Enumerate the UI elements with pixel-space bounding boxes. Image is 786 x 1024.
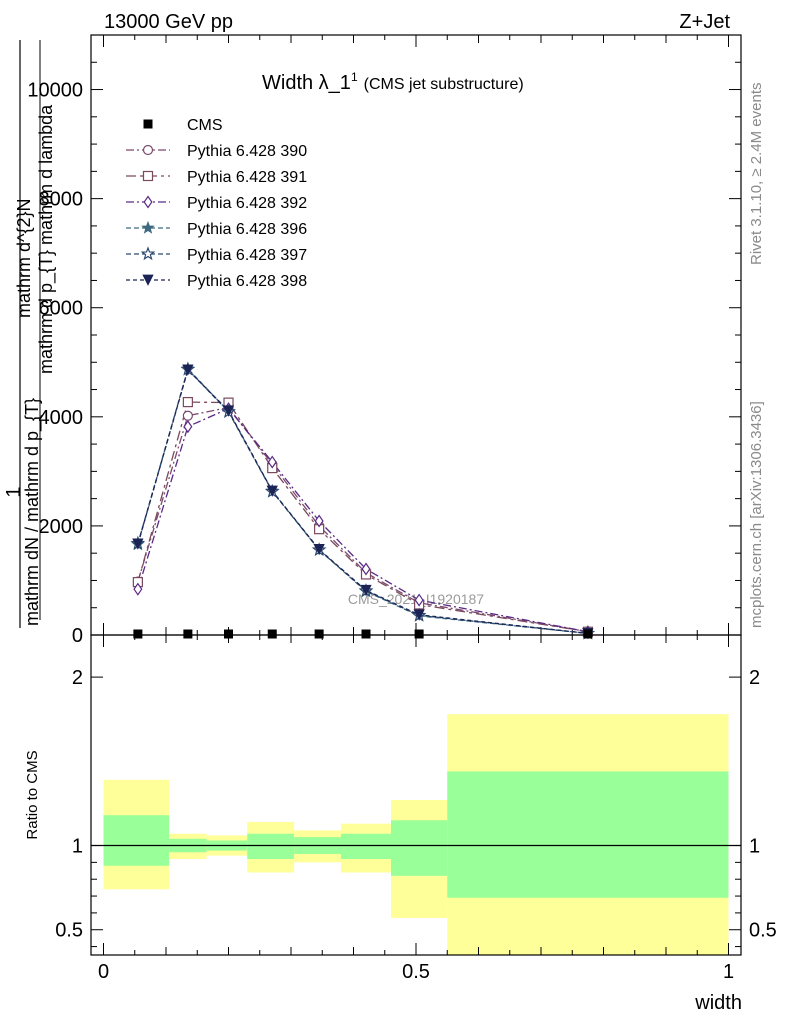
series-line-0: [137, 406, 589, 633]
svg-text:Width λ_11(CMS jet substructur: Width λ_11 (CMS jet substructure): [262, 70, 524, 94]
series-2-point-0: [133, 582, 143, 596]
legend-label-3: Pythia 6.428 392: [187, 195, 307, 212]
cms-data-point-6: [414, 629, 424, 639]
legend-marker-0: [143, 119, 153, 129]
y-label-numerator: mathrm d^{2}N: [14, 199, 34, 319]
ratio-inner-band-5: [341, 833, 391, 859]
legend-marker-4: [141, 220, 155, 234]
mcplots-source-label: mcplots.cern.ch [arXiv:1306.3436]: [748, 401, 765, 628]
legend-label-4: Pythia 6.428 396: [187, 221, 307, 238]
legend: CMS Pythia 6.428 390 Pythia 6.428 391 Pythi…: [126, 117, 307, 290]
x-axis-label: width: [694, 992, 742, 1014]
cms-data-point-7: [583, 629, 593, 639]
legend-marker-6: [142, 274, 154, 286]
series-2-point-3: [267, 455, 277, 469]
ratio-y-tick-label-right: 2: [749, 667, 760, 689]
y-label-denominator: mathrm d p_{T} mathrm d lambda: [36, 104, 57, 374]
series-2-point-4: [314, 514, 324, 528]
cms-data-point-0: [133, 629, 143, 639]
x-tick-label: 0: [98, 961, 109, 983]
rivet-version-label: Rivet 3.1.10, ≥ 2.4M events: [748, 83, 765, 266]
legend-label-2: Pythia 6.428 391: [187, 169, 307, 186]
x-tick-label: 0.5: [402, 961, 430, 983]
main-y-tick-label: 0: [72, 625, 83, 647]
y-label-prefix-denominator: mathrm dN / mathrm d p_{T}: [22, 398, 43, 626]
legend-label-6: Pythia 6.428 398: [187, 273, 307, 290]
series-line-2: [137, 407, 589, 633]
legend-marker-3: [143, 195, 153, 209]
main-series-layer: [130, 361, 596, 640]
series-5-point-6: [413, 609, 425, 621]
ratio-axes: 0.5 0.5 1 1 2 2 0 0.5 1: [55, 634, 777, 983]
header-process-label: Z+Jet: [679, 11, 730, 33]
legend-label-1: Pythia 6.428 390: [187, 143, 307, 160]
main-axes: 0 2000 4000 6000 8000 10000: [27, 34, 742, 647]
cms-data-point-4: [314, 629, 324, 639]
legend-label-5: Pythia 6.428 397: [187, 247, 307, 264]
main-plot-title-subtitle: (CMS jet substructure): [364, 76, 524, 93]
series-2-point-6: [414, 593, 424, 607]
ratio-y-axis-label: Ratio to CMS: [24, 750, 41, 839]
main-plot-title-text: Width λ_1: [262, 72, 351, 94]
main-plot-title-superscript: 1: [351, 70, 358, 84]
series-5-point-4: [313, 543, 325, 556]
ratio-inner-band-3: [247, 833, 295, 859]
ratio-y-tick-label: 0.5: [55, 920, 83, 942]
ratio-bands-layer: [91, 714, 741, 955]
ratio-y-tick-label-right: 1: [749, 836, 760, 858]
cms-data-point-5: [361, 629, 371, 639]
main-y-tick-label: 6000: [39, 298, 84, 320]
cms-data-point-1: [183, 629, 193, 639]
ratio-inner-band-6: [391, 820, 448, 876]
ratio-y-tick-label: 1: [72, 836, 83, 858]
series-1-point-1: [182, 396, 193, 408]
series-0-point-1: [182, 410, 193, 421]
series-2-point-1: [183, 420, 193, 434]
series-5-point-3: [266, 485, 278, 497]
main-y-tick-label: 10000: [27, 80, 83, 102]
legend-label-0: CMS: [187, 117, 223, 134]
y-label-prefix: 1: [3, 486, 25, 497]
ratio-inner-band-0: [103, 815, 170, 866]
series-line-1: [137, 401, 589, 633]
series-5-point-0: [132, 538, 144, 550]
main-y-tick-label: 4000: [39, 407, 84, 429]
x-tick-label: 1: [723, 961, 734, 983]
series-5-point-1: [182, 364, 194, 376]
ratio-y-tick-label-right: 0.5: [749, 920, 777, 942]
series-line-5: [137, 368, 588, 635]
cms-data-point-2: [224, 629, 233, 639]
ratio-inner-band-7: [447, 771, 729, 898]
main-y-tick-label: 2000: [39, 516, 84, 538]
series-5-point-5: [360, 584, 372, 597]
header-energy-label: 13000 GeV pp: [104, 11, 233, 33]
legend-marker-5: [140, 246, 156, 261]
ratio-y-tick-label: 2: [72, 667, 83, 689]
legend-marker-1: [142, 144, 154, 156]
series-5-point-2: [222, 405, 235, 417]
main-y-tick-label: 8000: [39, 189, 84, 211]
main-plot-title: Width λ_11 (CMS jet substructure): [262, 70, 524, 94]
cms-data-point-3: [267, 629, 277, 639]
legend-marker-2: [142, 170, 154, 182]
main-y-axis-label: 1 mathrm dN / mathrm d p_{T} mathrm d^{2…: [3, 40, 57, 628]
series-2-point-5: [361, 562, 371, 576]
